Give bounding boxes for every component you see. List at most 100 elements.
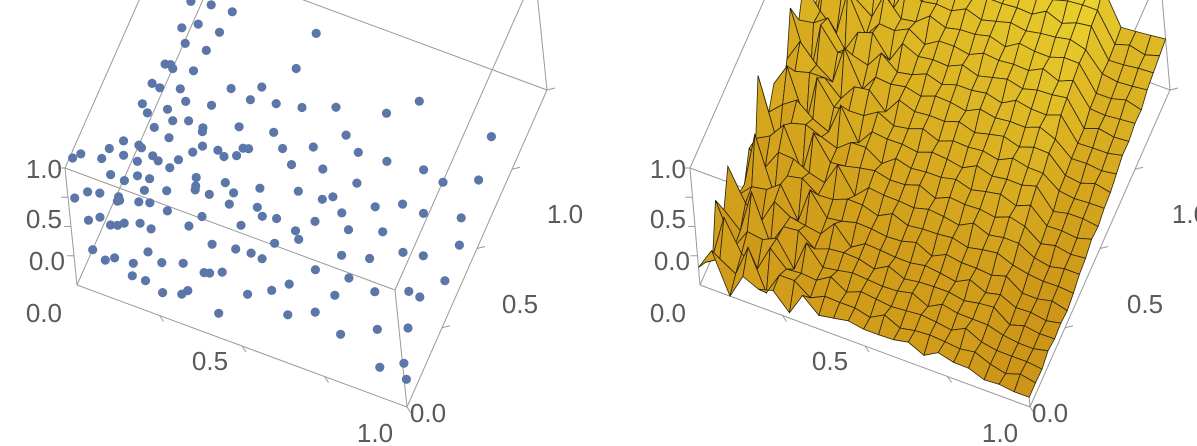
scatter-point	[440, 276, 450, 286]
scatter-point	[158, 288, 168, 298]
surface-y-tick-label: 1.0	[1172, 199, 1197, 229]
scatter-point	[127, 271, 137, 281]
scatter-point	[238, 143, 248, 153]
scatter-point	[381, 108, 392, 118]
scatter-point	[257, 82, 267, 92]
scatter-point	[162, 104, 173, 114]
scatter-point	[145, 174, 155, 184]
scatter-base-tick-label: 0.0	[26, 298, 62, 328]
scatter-point	[236, 220, 246, 230]
surface-z-tick-label: 1.0	[650, 154, 686, 184]
scatter-point	[118, 136, 129, 146]
surface-y-tick-label: 0.0	[1032, 398, 1068, 428]
scatter-point	[269, 127, 279, 137]
surface-z-tick-label: 0.0	[654, 246, 690, 276]
surface-z-tick-label: 0.5	[650, 204, 686, 234]
scatter-point	[278, 143, 288, 154]
scatter-point	[352, 178, 362, 188]
scatter-point	[328, 192, 338, 202]
scatter-box-edge	[302, 0, 548, 91]
surface-box-edge	[1161, 0, 1171, 91]
scatter-point	[110, 253, 120, 263]
scatter-point	[201, 45, 211, 56]
scatter-point	[226, 83, 236, 94]
scatter-point	[188, 147, 198, 157]
scatter-point	[382, 156, 392, 166]
scatter-point	[317, 194, 327, 204]
scatter-point	[97, 153, 107, 164]
scatter-point	[145, 198, 155, 208]
scatter-point	[378, 227, 388, 237]
scatter-point	[214, 308, 224, 318]
scatter-box-edge	[64, 0, 140, 169]
scatter-y-tick-mark	[476, 246, 486, 249]
scatter-z-tick-label: 0.0	[29, 246, 65, 276]
scatter-point	[257, 254, 267, 264]
scatter-point	[308, 142, 318, 152]
scatter-point	[246, 248, 256, 258]
scatter-point	[135, 218, 145, 228]
scatter-point	[206, 100, 217, 110]
scatter-x-tick-label: 1.0	[357, 418, 393, 446]
scatter-point	[70, 193, 80, 203]
scatter-point	[398, 199, 408, 209]
scatter-point	[375, 362, 385, 372]
scatter-point	[318, 164, 328, 174]
scatter-point	[220, 178, 230, 188]
scatter-point	[438, 177, 448, 187]
surface-base-tick-label: 0.0	[650, 298, 686, 328]
scatter-point	[217, 267, 227, 277]
scatter-point	[290, 226, 301, 236]
scatter-point	[331, 102, 341, 112]
surface-x-tick-mark	[947, 376, 952, 383]
scatter-point	[165, 163, 175, 173]
scatter-point	[106, 220, 116, 230]
scatter-point	[344, 273, 354, 283]
surface-x-tick-mark	[782, 315, 787, 322]
scatter-point	[68, 153, 78, 163]
scatter-x-tick-mark	[406, 406, 412, 414]
scatter-point	[370, 287, 380, 297]
scatter-point	[401, 374, 411, 384]
scatter-point	[310, 265, 320, 275]
scatter-point	[365, 253, 375, 264]
scatter-z-tick-label: 1.0	[26, 154, 62, 184]
scatter-point	[177, 23, 187, 33]
scatter-point	[243, 289, 253, 299]
scatter-point	[134, 197, 144, 207]
scatter-point	[310, 307, 320, 317]
scatter-point	[83, 187, 93, 197]
scatter-point	[173, 155, 184, 165]
scatter-point	[143, 247, 153, 257]
scatter-y-tick-mark	[441, 325, 451, 329]
scatter-point	[257, 211, 267, 221]
scatter-point	[197, 141, 208, 151]
scatter-box-edge	[76, 0, 204, 286]
scatter-point	[140, 276, 151, 286]
surface-x-tick-label: 0.5	[812, 346, 848, 376]
scatter-point	[193, 19, 203, 29]
scatter-point	[95, 212, 105, 222]
scatter-point	[178, 258, 188, 268]
surface-y-tick-mark	[1064, 325, 1074, 329]
scatter-point	[341, 130, 351, 140]
scatter-point	[291, 63, 301, 74]
scatter-point	[255, 183, 265, 193]
surface-x-tick-mark	[1029, 406, 1035, 414]
scatter-point	[271, 99, 281, 109]
scatter-point	[418, 208, 429, 218]
scatter-point	[191, 172, 201, 183]
scatter-point	[454, 240, 464, 250]
scatter-point	[398, 247, 408, 257]
scatter-point	[293, 186, 303, 196]
scatter-point	[132, 171, 143, 181]
surface-mesh	[698, 0, 1167, 398]
scatter-point	[336, 329, 346, 339]
scatter-point	[76, 149, 86, 159]
scatter-point	[224, 199, 234, 209]
scatter-point	[231, 244, 241, 254]
scatter-y-tick-mark	[546, 87, 556, 91]
scatter-box-edge	[394, 0, 524, 291]
scatter-point	[175, 84, 185, 94]
